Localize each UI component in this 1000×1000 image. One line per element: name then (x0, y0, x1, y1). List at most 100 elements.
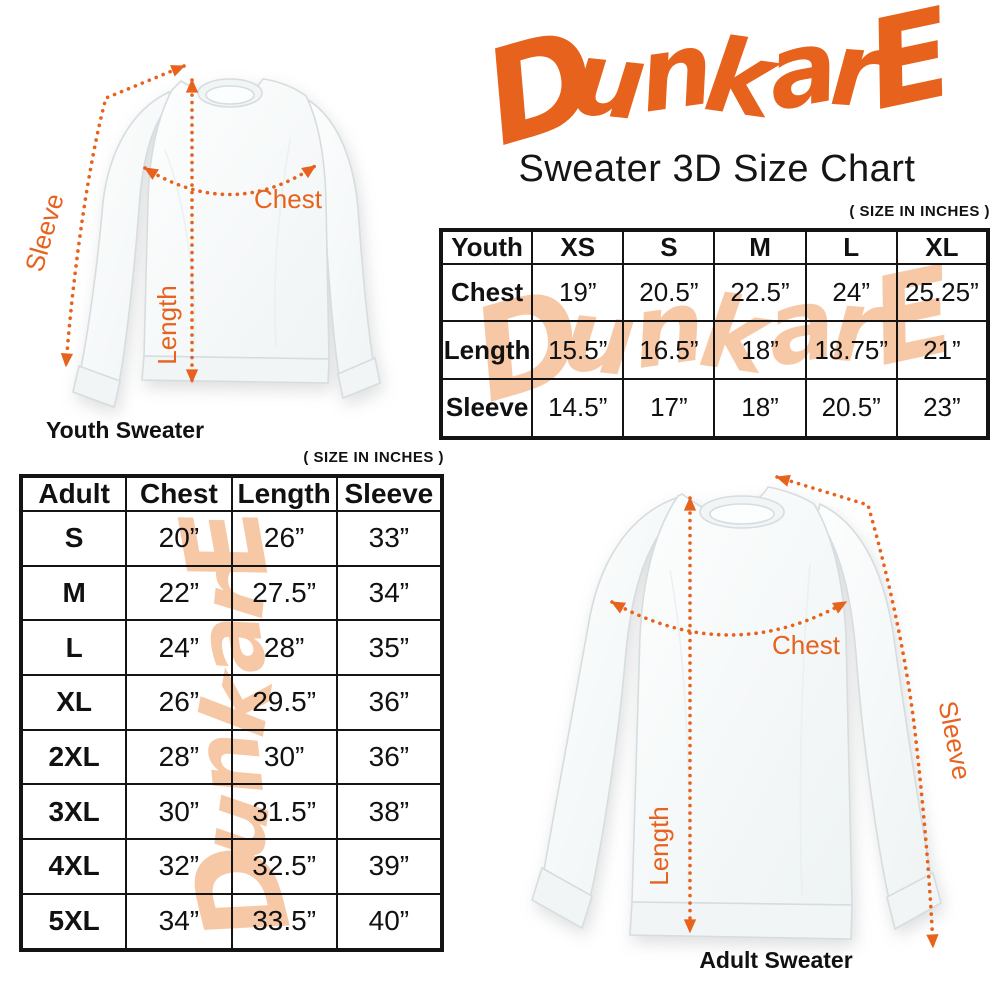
row-header: Sleeve (439, 377, 534, 440)
size-value: 36” (335, 728, 444, 786)
size-value: 22” (125, 564, 233, 622)
table-row: Length 15.5” 16.5” 18” 18.75” 21” (439, 320, 990, 380)
header-row: Adult Chest Length Sleeve (19, 475, 444, 512)
size-value: 30” (125, 783, 233, 841)
table-row: 2XL 28” 30” 36” (19, 728, 444, 786)
size-value: 23” (895, 377, 990, 440)
column-header: L (804, 229, 898, 265)
size-value: 36” (335, 674, 444, 731)
column-header: M (713, 229, 807, 265)
size-value: 34” (335, 564, 444, 622)
row-header: XL (19, 674, 128, 731)
size-value: 18.75” (804, 320, 898, 380)
youth-sweater-shape (72, 78, 381, 409)
size-value: 32.5” (230, 838, 338, 895)
column-header: XL (895, 229, 990, 265)
size-value: 30” (230, 728, 338, 786)
size-value: 35” (335, 619, 444, 677)
table-row: Sleeve 14.5” 17” 18” 20.5” 23” (439, 377, 990, 440)
row-header: Chest (439, 262, 534, 323)
size-value: 24” (804, 262, 898, 323)
size-value: 28” (230, 619, 338, 677)
row-header: 5XL (19, 892, 128, 952)
table-row: L 24” 28” 35” (19, 619, 444, 677)
size-value: 18” (713, 377, 807, 440)
size-value: 16.5” (622, 320, 716, 380)
youth-sweater-caption: Youth Sweater (46, 417, 204, 443)
row-header: Length (439, 320, 534, 380)
column-header: Length (230, 475, 338, 512)
units-note-adult: ( SIZE IN INCHES ) (303, 449, 444, 466)
youth-size-table-region: DunkarE Youth XS S M L XL Chest 19” 20.5” 22.5” 24… (439, 228, 990, 440)
table-row: M 22” 27.5” 34” (19, 564, 444, 622)
adult-sweater-illustration: Chest Length Sleeve Adult Sweater (531, 474, 978, 973)
column-header: Adult (19, 475, 128, 512)
size-value: 28” (125, 728, 233, 786)
size-value: 18” (713, 320, 807, 380)
table-row: 4XL 32” 32.5” 39” (19, 838, 444, 895)
youth-size-table: Youth XS S M L XL Chest 19” 20.5” 22.5” 24” 25.25” L… (439, 228, 990, 440)
page-title: Sweater 3D Size Chart (518, 148, 916, 190)
youth-length-label: Length (152, 285, 182, 365)
size-value: 20.5” (804, 377, 898, 440)
adult-sleeve-arrow (775, 474, 939, 949)
table-row: Chest 19” 20.5” 22.5” 24” 25.25” (439, 262, 990, 323)
youth-chest-label: Chest (254, 184, 323, 214)
size-value: 17” (622, 377, 716, 440)
size-value: 32” (125, 838, 233, 895)
size-value: 29.5” (230, 674, 338, 731)
column-header: XS (531, 229, 625, 265)
size-value: 31.5” (230, 783, 338, 841)
column-header: S (622, 229, 716, 265)
adult-length-label: Length (644, 806, 674, 886)
row-header: L (19, 619, 128, 677)
row-header: 4XL (19, 838, 128, 895)
column-header: Youth (439, 229, 534, 265)
youth-sweater-illustration: Chest Length Sleeve Youth Sweater (19, 64, 381, 443)
table-row: S 20” 26” 33” (19, 510, 444, 567)
units-note-youth: ( SIZE IN INCHES ) (849, 203, 990, 220)
column-header: Chest (125, 475, 233, 512)
header-row: Youth XS S M L XL (439, 229, 990, 265)
size-value: 21” (895, 320, 990, 380)
adult-sleeve-label: Sleeve (933, 698, 978, 782)
size-value: 34” (125, 892, 233, 952)
row-header: M (19, 564, 128, 622)
adult-measure-arrows (610, 474, 939, 949)
adult-sweater-shape (531, 486, 942, 940)
row-header: 2XL (19, 728, 128, 786)
size-value: 19” (531, 262, 625, 323)
size-value: 40” (335, 892, 444, 952)
size-value: 20” (125, 510, 233, 567)
adult-sweater-caption: Adult Sweater (699, 947, 852, 973)
adult-size-table-region: DunkarE Adult Chest Length Sleeve S 20” 26” 33”… (19, 474, 444, 952)
row-header: S (19, 510, 128, 567)
column-header: Sleeve (335, 475, 444, 512)
youth-sleeve-arrow (60, 64, 186, 368)
size-value: 26” (125, 674, 233, 731)
size-value: 24” (125, 619, 233, 677)
size-value: 22.5” (713, 262, 807, 323)
size-value: 20.5” (622, 262, 716, 323)
adult-size-table: Adult Chest Length Sleeve S 20” 26” 33” M 22” 27.5… (19, 474, 444, 952)
size-value: 15.5” (531, 320, 625, 380)
size-value: 25.25” (895, 262, 990, 323)
table-row: 3XL 30” 31.5” 38” (19, 783, 444, 841)
size-value: 39” (335, 838, 444, 895)
youth-measure-arrows (60, 64, 317, 384)
youth-sleeve-label: Sleeve (19, 190, 70, 275)
table-row: XL 26” 29.5” 36” (19, 674, 444, 731)
size-value: 38” (335, 783, 444, 841)
table-row: 5XL 34” 33.5” 40” (19, 892, 444, 952)
size-value: 33.5” (230, 892, 338, 952)
adult-sweater-diagram: Chest Length Sleeve Adult Sweater (480, 450, 1000, 1000)
size-value: 14.5” (531, 377, 625, 440)
size-value: 26” (230, 510, 338, 567)
row-header: 3XL (19, 783, 128, 841)
size-value: 27.5” (230, 564, 338, 622)
youth-sweater-diagram: Chest Length Sleeve Youth Sweater (0, 30, 440, 450)
size-value: 33” (335, 510, 444, 567)
